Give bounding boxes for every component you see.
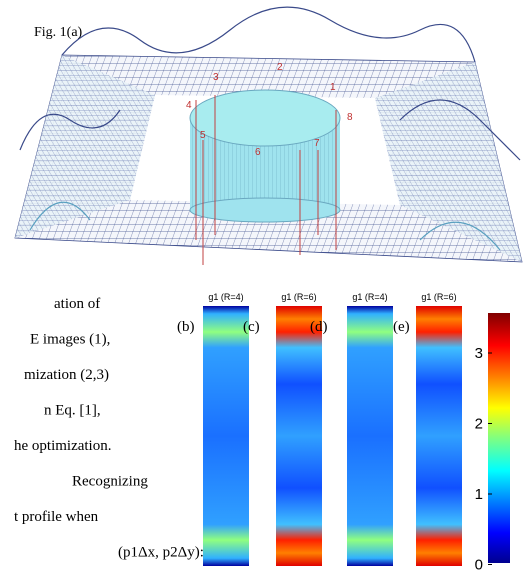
panel-title: g1 (R=6) [421,292,456,302]
text-line: Recognizing [72,474,148,490]
panel-title: g1 (R=4) [352,292,387,302]
heatmap [276,306,322,566]
panels: g1 (R=4) (b) g1 (R=6) (c) g1 (R=4) (d) g1 (R=6… [177,292,462,566]
colorbar [488,313,510,563]
marker: 6 [255,147,261,158]
figure-label: Fig. 1(a) [34,25,83,40]
marker: 3 [213,72,219,83]
marker: 2 [277,62,283,73]
panel-label: (c) [243,319,260,335]
text-line: E images (1), [30,332,110,348]
figure: Fig. 1(a) 3 2 1 4 8 5 6 7 ation of E images (1),… [0,0,531,571]
text-line: n Eq. [1], [44,403,101,419]
panel-label: (d) [310,319,328,335]
heatmap [203,306,249,566]
heatmap [347,306,393,566]
heatmap [416,306,462,566]
text-line: t profile when [14,509,99,525]
marker: 5 [200,130,206,141]
panel-title: g1 (R=4) [208,292,243,302]
text-line: he optimization. [14,438,111,454]
marker: 4 [186,100,192,111]
body-text: ation of E images (1), mization (2,3) n Eq.… [14,296,204,561]
colorbar-tick-label: 1 [475,486,483,503]
colorbar-tick-label: 2 [475,416,483,433]
text-line: ation of [54,296,100,312]
panel-title: g1 (R=6) [281,292,316,302]
panel-label: (e) [393,319,410,335]
text-line: (p1Δx, p2Δy): [118,545,204,561]
text-line: mization (2,3) [24,367,109,383]
colorbar-tick-label: 0 [475,557,483,571]
marker: 1 [330,82,336,93]
mesh-plot [15,7,522,265]
panel-label: (b) [177,319,195,335]
colorbar-tick-label: 3 [475,345,483,362]
marker: 8 [347,112,353,123]
marker: 7 [314,138,320,149]
